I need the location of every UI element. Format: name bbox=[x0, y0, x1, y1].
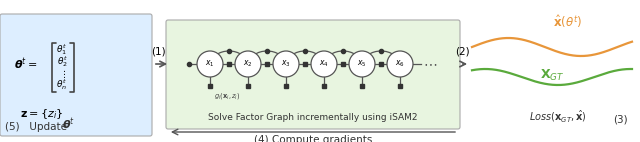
Bar bbox=[284, 84, 288, 88]
Text: $x_1$: $x_1$ bbox=[205, 59, 215, 69]
Text: (1): (1) bbox=[150, 47, 165, 57]
Text: $\theta_1^t$: $\theta_1^t$ bbox=[56, 43, 67, 58]
Text: $\mathit{Loss}(\mathbf{x}_{GT}, \hat{\mathbf{x}})$: $\mathit{Loss}(\mathbf{x}_{GT}, \hat{\ma… bbox=[529, 108, 587, 124]
Text: $g_i(\mathbf{x}_i, z_i)$: $g_i(\mathbf{x}_i, z_i)$ bbox=[214, 91, 241, 101]
Text: $x_3$: $x_3$ bbox=[281, 59, 291, 69]
Text: $\vdots$: $\vdots$ bbox=[58, 68, 65, 80]
Text: (5)   Update: (5) Update bbox=[5, 122, 67, 132]
Text: $x_4$: $x_4$ bbox=[319, 59, 329, 69]
Text: (3): (3) bbox=[612, 114, 627, 124]
Bar bbox=[322, 84, 326, 88]
Text: (2): (2) bbox=[454, 47, 469, 57]
Text: $x_5$: $x_5$ bbox=[357, 59, 367, 69]
Text: Solve Factor Graph incrementally using iSAM2: Solve Factor Graph incrementally using i… bbox=[208, 113, 418, 122]
Circle shape bbox=[387, 51, 413, 77]
Circle shape bbox=[349, 51, 375, 77]
Bar bbox=[303, 62, 307, 66]
Text: $\boldsymbol{\theta}^t=$: $\boldsymbol{\theta}^t=$ bbox=[14, 56, 37, 72]
Circle shape bbox=[197, 51, 223, 77]
Text: (4) Compute gradients: (4) Compute gradients bbox=[254, 135, 372, 142]
Bar bbox=[227, 62, 231, 66]
Bar bbox=[265, 62, 269, 66]
Circle shape bbox=[273, 51, 299, 77]
FancyBboxPatch shape bbox=[166, 20, 460, 129]
Bar bbox=[246, 84, 250, 88]
FancyBboxPatch shape bbox=[0, 14, 152, 136]
Circle shape bbox=[311, 51, 337, 77]
Bar bbox=[208, 84, 212, 88]
Text: $\mathbf{z} = \{z_i\}$: $\mathbf{z} = \{z_i\}$ bbox=[20, 107, 63, 121]
Bar bbox=[360, 84, 364, 88]
Bar bbox=[341, 62, 345, 66]
Bar bbox=[379, 62, 383, 66]
Text: $\theta_2^t$: $\theta_2^t$ bbox=[56, 55, 67, 69]
Text: $\hat{\mathbf{x}}(\theta^t)$: $\hat{\mathbf{x}}(\theta^t)$ bbox=[554, 13, 582, 30]
Text: $\boldsymbol{\theta}^t$: $\boldsymbol{\theta}^t$ bbox=[62, 116, 75, 132]
Bar bbox=[398, 84, 402, 88]
Text: $\cdots$: $\cdots$ bbox=[423, 56, 437, 70]
Text: $\theta_n^t$: $\theta_n^t$ bbox=[56, 78, 68, 92]
Text: $x_2$: $x_2$ bbox=[243, 59, 253, 69]
Text: $\mathbf{X}_{GT}$: $\mathbf{X}_{GT}$ bbox=[540, 68, 564, 83]
Text: $x_6$: $x_6$ bbox=[395, 59, 405, 69]
Circle shape bbox=[235, 51, 261, 77]
